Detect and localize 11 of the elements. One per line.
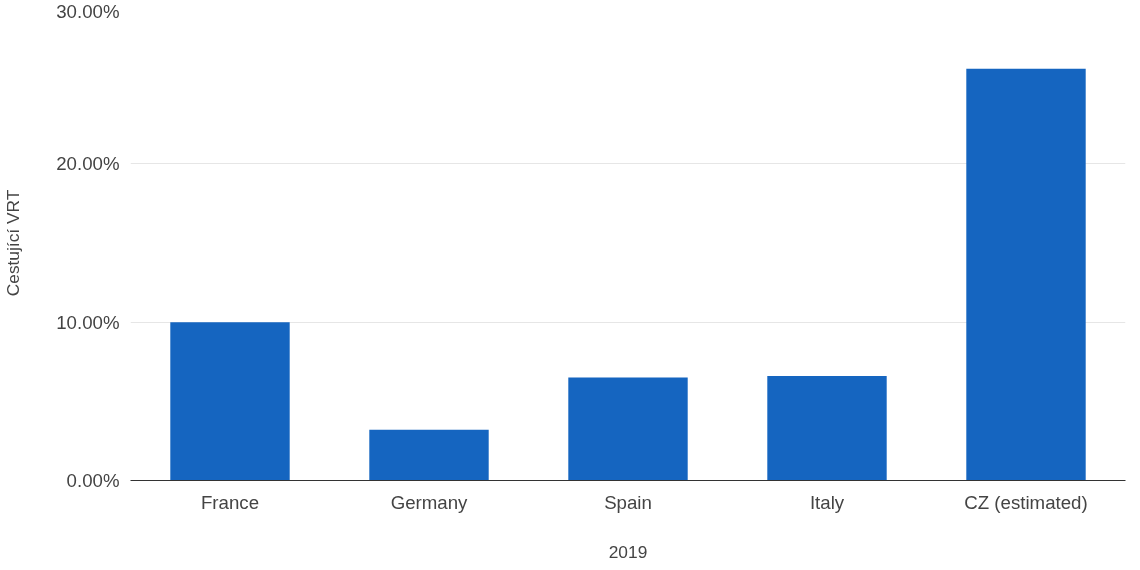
x-tick-label: Germany (390, 491, 469, 513)
y-tick-label: 30.00% (56, 0, 120, 22)
y-tick-label: 20.00% (56, 153, 120, 175)
x-tick-label: CZ (estimated) (964, 491, 1088, 513)
x-tick-label: Spain (604, 491, 652, 513)
y-axis-title: Cestující VRT (3, 189, 24, 297)
x-axis-title: 2019 (608, 541, 648, 562)
y-tick-label: 0.00% (66, 470, 120, 491)
x-tick-label: France (200, 491, 260, 513)
y-tick-label: 10.00% (56, 311, 120, 333)
x-tick-label: Italy (809, 491, 845, 513)
